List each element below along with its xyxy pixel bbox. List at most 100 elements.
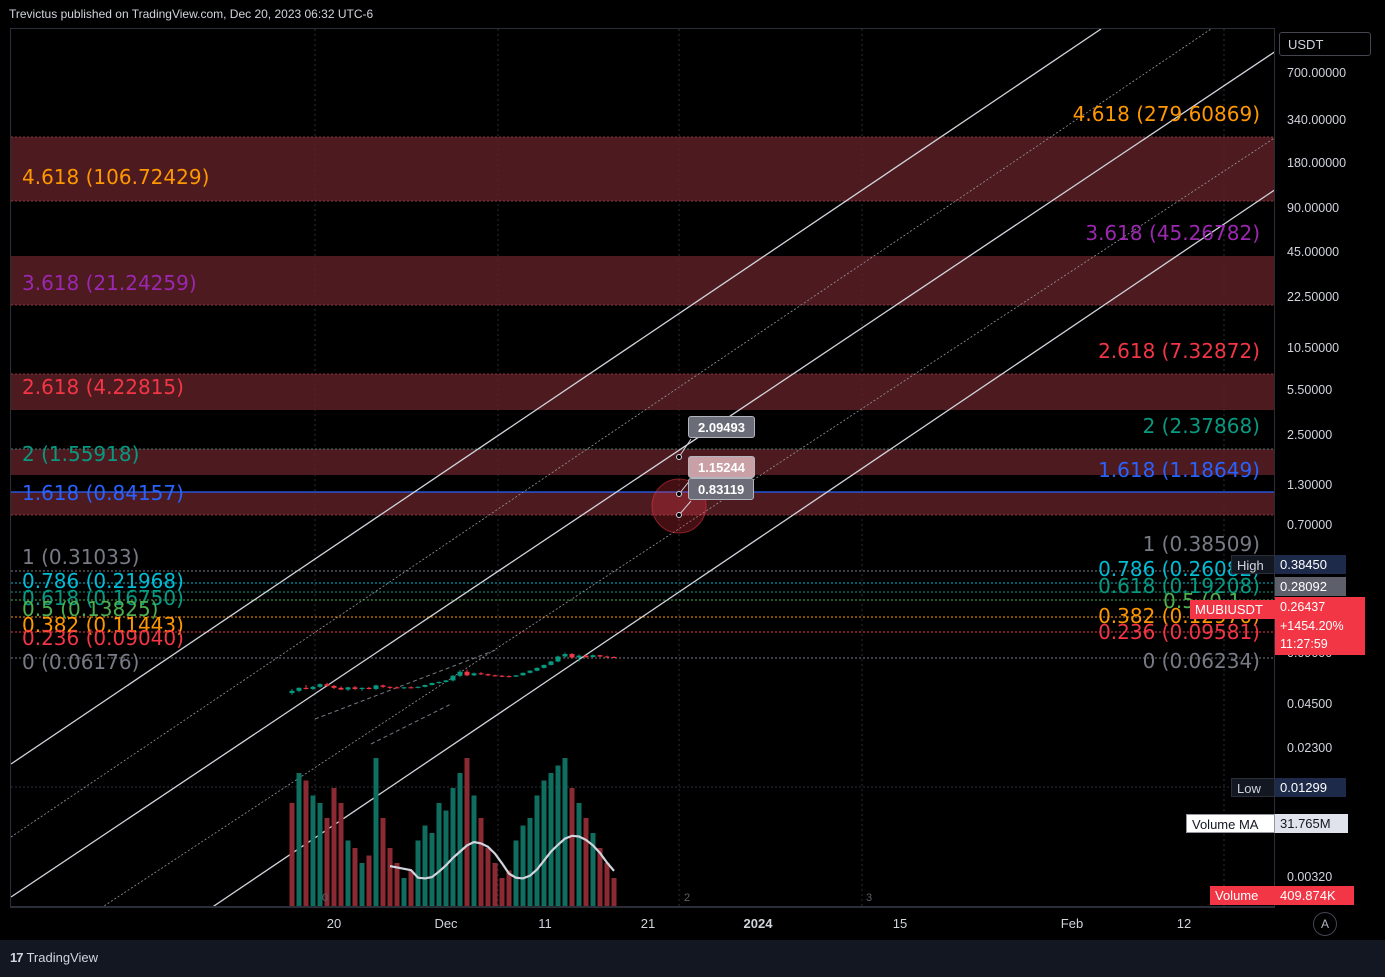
volume-bar bbox=[415, 840, 421, 906]
candle-body bbox=[534, 667, 540, 671]
fib-label-right: 0 (0.06234) bbox=[1142, 649, 1260, 673]
volume-bar bbox=[429, 833, 435, 906]
volume-bar bbox=[471, 795, 477, 906]
chart-canvas[interactable]: 0 2 3 bbox=[11, 29, 1275, 907]
candle-body bbox=[359, 687, 365, 689]
volume-bar bbox=[513, 840, 519, 906]
fib-label-left: 3.618 (21.24259) bbox=[22, 271, 197, 295]
volume-bar bbox=[352, 848, 358, 906]
volume-bar bbox=[387, 848, 393, 906]
time-tick: Dec bbox=[434, 916, 458, 931]
volume-bar bbox=[555, 765, 561, 906]
volume-bar bbox=[408, 870, 414, 906]
volume-bar bbox=[457, 773, 463, 906]
svg-text:2: 2 bbox=[684, 892, 690, 904]
volume-label: Volume bbox=[1210, 886, 1275, 905]
volume-bar bbox=[597, 848, 603, 906]
fib-label-left: 2.618 (4.22815) bbox=[22, 375, 184, 399]
price-tick: 340.00000 bbox=[1287, 113, 1347, 127]
volume-bar bbox=[604, 863, 610, 906]
candle-body bbox=[303, 687, 309, 689]
volume-bar bbox=[394, 863, 400, 906]
volume-bar bbox=[506, 870, 512, 906]
candle-body bbox=[513, 675, 519, 677]
volume-bar bbox=[324, 818, 330, 906]
volume-bar bbox=[590, 833, 596, 906]
candle-body bbox=[436, 681, 442, 684]
volume-bar bbox=[450, 788, 456, 906]
fib-label-left: 0.786 (0.21968) bbox=[22, 569, 184, 593]
price-tick: 0.70000 bbox=[1287, 518, 1333, 532]
volume-bar bbox=[359, 863, 365, 906]
price-tick: 700.00000 bbox=[1287, 66, 1347, 80]
fib-label-right: 2 (2.37868) bbox=[1142, 414, 1260, 438]
time-tick: Feb bbox=[1060, 916, 1084, 931]
currency-selector[interactable]: USDT bbox=[1279, 32, 1371, 56]
fib-label-left: 0.382 (0.11443) bbox=[22, 613, 184, 637]
callout-target-3[interactable]: 2.09493 bbox=[688, 416, 755, 438]
candle-body bbox=[324, 684, 330, 686]
bar-countdown: 11:27:59 bbox=[1280, 637, 1328, 651]
candle-body bbox=[331, 685, 337, 688]
volume-bar bbox=[499, 878, 505, 906]
volume-ma-value: 31.765M bbox=[1275, 814, 1348, 833]
price-axis[interactable]: 700.00000 340.00000 180.00000 90.00000 45.00… bbox=[1275, 28, 1385, 907]
volume-bar bbox=[338, 803, 344, 906]
fib-label-left: 0 (0.06176) bbox=[22, 650, 140, 674]
time-tick: 15 bbox=[892, 916, 908, 931]
publisher-info: Trevictus published on TradingView.com, … bbox=[9, 7, 374, 21]
symbol-change: +1454.20% bbox=[1280, 619, 1344, 633]
volume-bar bbox=[527, 818, 533, 906]
candle-body bbox=[478, 673, 484, 675]
price-tick: 45.00000 bbox=[1287, 245, 1340, 259]
time-axis[interactable]: 20 Dec 11 21 2024 15 Feb 12 bbox=[10, 907, 1275, 941]
volume-bar bbox=[534, 795, 540, 906]
volume-bar bbox=[436, 803, 442, 906]
candle-body bbox=[527, 670, 533, 673]
candle-body bbox=[604, 656, 610, 658]
candle-body bbox=[415, 686, 421, 688]
candle-body bbox=[394, 687, 400, 689]
volume-bar bbox=[303, 780, 309, 906]
candle-body bbox=[541, 664, 547, 668]
volume-ma-label: Volume MA bbox=[1186, 814, 1275, 833]
chart-pane[interactable]: 0 2 3 4.618 (106.72429) 3.618 (21.24259) 2… bbox=[10, 28, 1275, 907]
volume-bar bbox=[583, 818, 589, 906]
low-value: 0.01299 bbox=[1275, 778, 1346, 797]
fib-label-left: 0.5 (0.13825) bbox=[22, 597, 159, 621]
auto-scale-button[interactable]: A bbox=[1313, 912, 1337, 936]
candle-body bbox=[429, 683, 435, 686]
candle-body bbox=[450, 675, 456, 681]
volume-bar bbox=[492, 863, 498, 906]
candle-body bbox=[366, 687, 372, 689]
volume-bar bbox=[310, 795, 316, 906]
candle-body bbox=[548, 661, 554, 665]
candle-body bbox=[387, 686, 393, 688]
fib-label-right: 1.618 (1.18649) bbox=[1098, 458, 1260, 482]
candle-body bbox=[506, 676, 512, 678]
candle-body bbox=[562, 654, 568, 657]
fib-zones bbox=[11, 136, 1274, 788]
callout-target-1[interactable]: 0.83119 bbox=[688, 478, 755, 500]
candle-body bbox=[597, 655, 603, 657]
parallel-channel[interactable] bbox=[11, 29, 1275, 907]
price-tick: 180.00000 bbox=[1287, 156, 1347, 170]
volume-bar bbox=[380, 818, 386, 906]
fib-label-left: 0.236 (0.09040) bbox=[22, 626, 184, 650]
candlesticks[interactable] bbox=[289, 652, 617, 695]
time-tick: 21 bbox=[640, 916, 656, 931]
candle-body bbox=[520, 672, 526, 676]
footer-bar bbox=[0, 940, 1385, 977]
high-label: High bbox=[1231, 555, 1275, 574]
candle-body bbox=[485, 674, 491, 676]
candle-body bbox=[443, 680, 449, 682]
low-label: Low bbox=[1231, 778, 1275, 797]
volume-bar bbox=[485, 848, 491, 906]
fib-label-right: 1 (0.38509) bbox=[1142, 532, 1260, 556]
tradingview-logo[interactable]: 17 TradingView bbox=[10, 950, 99, 965]
candle-body bbox=[345, 687, 351, 690]
callout-target-2[interactable]: 1.15244 bbox=[688, 456, 755, 478]
volume-bar bbox=[541, 780, 547, 906]
candle-body bbox=[590, 655, 596, 657]
candle-body bbox=[373, 685, 379, 689]
